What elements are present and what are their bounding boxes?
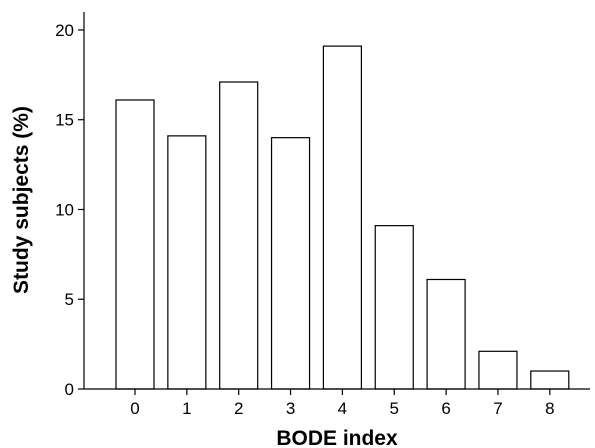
x-tick-label-2: 2 [234, 399, 243, 418]
x-tick-label-8: 8 [545, 399, 554, 418]
x-tick-label-0: 0 [130, 399, 139, 418]
bar-4 [322, 45, 362, 390]
y-ticks-group: 0 5 10 15 20 [55, 21, 84, 399]
x-tick-label-6: 6 [441, 399, 450, 418]
y-tick-label-5: 5 [65, 290, 74, 309]
x-tick-label-1: 1 [182, 399, 191, 418]
x-tick-label-5: 5 [390, 399, 399, 418]
bar-1 [167, 135, 207, 390]
y-tick-label-0: 0 [65, 380, 74, 399]
bar-2 [219, 81, 259, 390]
y-axis-title: Study subjects (%) [10, 106, 33, 294]
bar-5 [374, 225, 414, 390]
x-tick-label-3: 3 [286, 399, 295, 418]
bar-7 [478, 350, 518, 390]
bar-0 [115, 99, 155, 390]
bar-8 [530, 370, 570, 390]
y-tick-label-15: 15 [55, 111, 74, 130]
bar-6 [426, 278, 466, 390]
y-tick-label-20: 20 [55, 21, 74, 40]
x-axis-title: BODE index [276, 427, 398, 448]
x-tick-label-7: 7 [493, 399, 502, 418]
y-tick-label-10: 10 [55, 200, 74, 219]
plot-area: 0 5 10 15 20 0 1 2 3 4 5 6 7 8 [55, 12, 590, 418]
bars-group [115, 45, 570, 390]
x-tick-label-4: 4 [338, 399, 347, 418]
x-ticks-group: 0 1 2 3 4 5 6 7 8 [130, 389, 555, 418]
bar-3 [270, 137, 311, 390]
